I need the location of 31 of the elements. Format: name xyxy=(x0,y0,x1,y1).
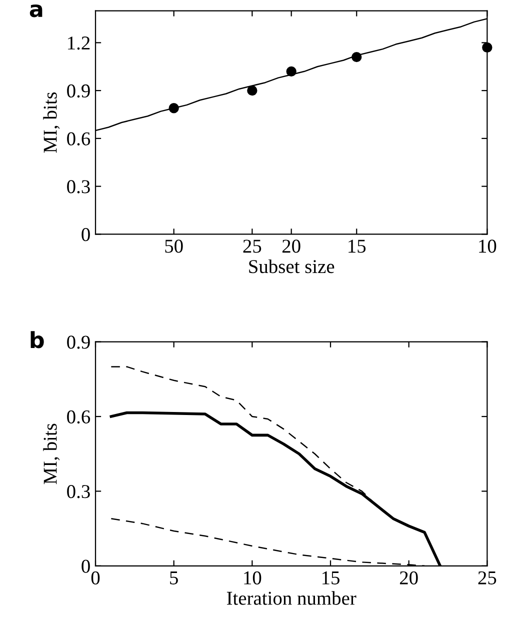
x-tick-label: 20 xyxy=(282,240,300,253)
y-tick-label: 0.9 xyxy=(67,336,90,349)
y-tick-label: 0 xyxy=(82,228,90,242)
y-tick-label: 0.3 xyxy=(67,180,90,194)
point xyxy=(352,52,362,62)
x-tick-label: 25 xyxy=(478,571,496,584)
y-tick-label: 0.6 xyxy=(67,410,90,424)
x-tick-label: 5 xyxy=(170,572,178,584)
chart-title: b xyxy=(30,331,44,348)
x-axis-title: Iteration number xyxy=(226,591,356,605)
y-axis-title: MI, bits xyxy=(43,92,60,153)
y-tick-label: 0.9 xyxy=(67,84,90,98)
y-tick-label: 0.6 xyxy=(67,132,90,146)
x-tick-label: 15 xyxy=(348,240,366,253)
x-tick-label: 25 xyxy=(243,240,262,253)
x-tick-label: 10 xyxy=(479,240,496,253)
x-tick-label: 20 xyxy=(400,571,418,584)
point xyxy=(168,103,179,114)
x-tick-label: 10 xyxy=(244,571,262,584)
y-tick-label: 0 xyxy=(82,560,90,573)
y-axis-title: MI, bits xyxy=(43,424,60,484)
x-tick-label: 0 xyxy=(91,571,100,584)
point xyxy=(286,66,296,76)
point xyxy=(482,42,492,53)
y-tick-label: 0.3 xyxy=(67,485,90,498)
x-tick-label: 15 xyxy=(322,571,340,584)
y-tick-label: 1.2 xyxy=(68,36,90,50)
point xyxy=(247,85,258,96)
chart-title: a xyxy=(30,4,42,18)
x-tick-label: 50 xyxy=(165,240,183,253)
x-axis-title: Subset size xyxy=(249,259,334,274)
